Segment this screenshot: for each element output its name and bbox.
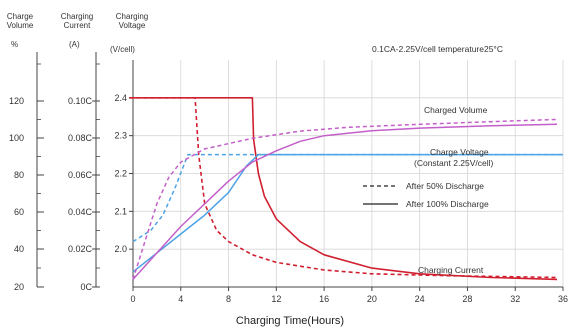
- current-tick-label: 0.08C: [68, 133, 93, 143]
- current-tick-label: 0C: [80, 282, 92, 292]
- volume-tick-label: 40: [14, 244, 24, 254]
- legend-label: After 100% Discharge: [406, 199, 489, 209]
- volume-dashed-line: [132, 118, 558, 280]
- current-tick-label: 0.04C: [68, 207, 93, 217]
- charging-current-label: Charging Current: [418, 265, 484, 275]
- voltage-header-line1: Charging: [115, 12, 149, 21]
- x-axis-label: Charging Time(Hours): [236, 315, 344, 327]
- volume-unit: %: [11, 40, 19, 49]
- volume-tick-label: 80: [14, 170, 24, 180]
- x-tick-label: 36: [558, 294, 568, 304]
- voltage-axis-header: Charging Voltage: [112, 12, 152, 30]
- x-tick-label: 32: [510, 294, 520, 304]
- constant-voltage-label: (Constant 2.25V/cell): [414, 158, 494, 168]
- volume-header-line2: Volume: [6, 21, 34, 30]
- x-tick-label: 4: [178, 294, 183, 304]
- x-tick-label: 24: [415, 294, 425, 304]
- current-tick-label: 0.10C: [68, 96, 93, 106]
- current-dashed-line: [129, 97, 558, 279]
- voltage-tick-label: 2.4: [114, 93, 127, 103]
- spec-text: 0.1CA-2.25V/cell temperature25°C: [372, 44, 503, 54]
- voltage-unit: (V/cell): [110, 45, 135, 54]
- voltage-dashed-line: [132, 153, 563, 243]
- volume-tick-label: 20: [14, 282, 24, 292]
- volume-tick-label: 100: [9, 133, 24, 143]
- x-tick-label: 0: [130, 294, 135, 304]
- x-tick-label: 20: [367, 294, 377, 304]
- current-axis-header: Charging Current: [56, 12, 98, 30]
- current-header-line1: Charging: [60, 12, 94, 21]
- voltage-tick-label: 2.3: [114, 131, 127, 141]
- voltage-header-line2: Voltage: [118, 21, 146, 30]
- x-tick-label: 16: [319, 294, 329, 304]
- plot-axes: 204060801001200C0.02C0.04C0.06C0.08C0.10…: [9, 52, 568, 304]
- current-solid-line: [129, 97, 558, 281]
- plot-series: [129, 97, 563, 281]
- current-unit: (A): [69, 40, 80, 49]
- current-tick-label: 0.06C: [68, 170, 93, 180]
- voltage-tick-label: 2.2: [114, 169, 127, 179]
- current-tick-label: 0.02C: [68, 244, 93, 254]
- voltage-solid-line: [132, 153, 563, 273]
- charge-voltage-label: Charge Voltage: [430, 147, 489, 157]
- volume-solid-line: [132, 123, 558, 280]
- volume-header-line1: Charge: [6, 12, 34, 21]
- current-header-line2: Current: [63, 21, 91, 30]
- volume-tick-label: 120: [9, 96, 24, 106]
- volume-tick-label: 60: [14, 207, 24, 217]
- plot-labels: Charged Volume Charge Voltage(Constant 2.…: [363, 105, 494, 275]
- charged-volume-label: Charged Volume: [424, 105, 488, 115]
- voltage-tick-label: 2.0: [114, 244, 127, 254]
- x-tick-label: 12: [271, 294, 281, 304]
- voltage-tick-label: 2.1: [114, 206, 127, 216]
- x-tick-label: 8: [226, 294, 231, 304]
- legend-label: After 50% Discharge: [406, 181, 484, 191]
- volume-axis-header: Charge Volume: [3, 12, 37, 30]
- plot-grid: [133, 60, 564, 287]
- x-tick-label: 28: [462, 294, 472, 304]
